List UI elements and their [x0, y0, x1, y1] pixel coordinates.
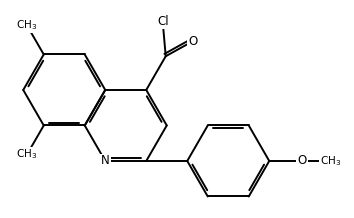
Text: CH$_3$: CH$_3$: [16, 148, 38, 162]
Text: CH$_3$: CH$_3$: [16, 19, 38, 32]
Text: O: O: [188, 35, 197, 48]
Text: CH$_3$: CH$_3$: [320, 154, 341, 168]
Text: N: N: [101, 155, 110, 167]
Text: Cl: Cl: [157, 15, 169, 28]
Text: O: O: [297, 155, 307, 167]
